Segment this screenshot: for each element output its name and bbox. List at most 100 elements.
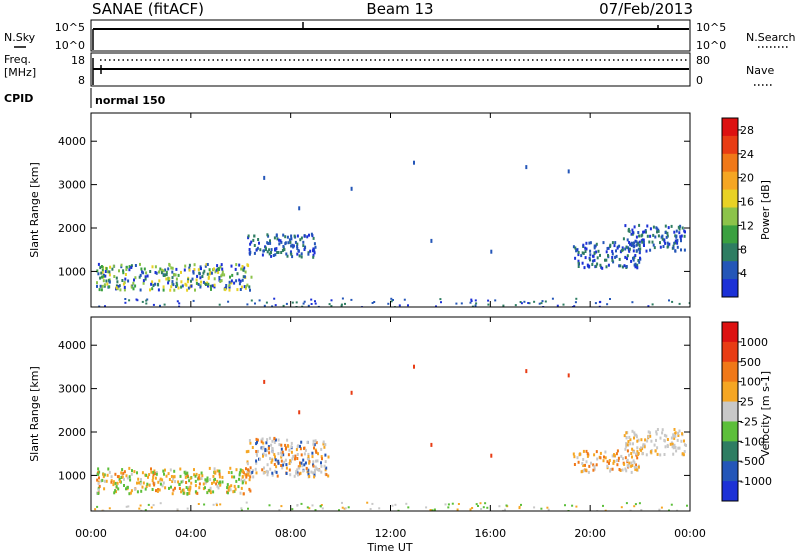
echo-cell <box>625 436 628 439</box>
echo-cell <box>134 276 137 280</box>
echo-cell <box>110 480 113 484</box>
echo-cell <box>584 463 586 467</box>
echo-cell <box>143 267 146 271</box>
echo-cell <box>663 438 666 442</box>
echo-cell <box>199 265 202 269</box>
echo-cell <box>589 253 592 257</box>
echo-cell <box>394 503 397 506</box>
echo-cell <box>230 484 233 488</box>
echo-cell <box>140 267 143 271</box>
echo-cell <box>656 452 659 456</box>
echo-cell <box>456 508 459 511</box>
echo-cell <box>314 245 317 249</box>
echo-cell <box>614 255 617 259</box>
echo-cell <box>397 509 400 511</box>
echo-cell <box>633 255 636 259</box>
echo-cell <box>295 469 298 473</box>
echo-cell <box>274 458 277 462</box>
echo-cell <box>653 443 656 447</box>
echo-cell <box>204 486 206 490</box>
echo-cell <box>686 504 688 507</box>
echo-cell <box>616 246 619 250</box>
echo-cell <box>582 449 585 453</box>
echo-cell <box>611 467 614 471</box>
echo-cell <box>139 288 142 292</box>
echo-cell <box>317 305 320 307</box>
echo-cell <box>218 268 221 271</box>
echo-cell <box>637 247 640 251</box>
echo-cell <box>289 459 292 463</box>
echo-cell <box>121 475 124 479</box>
echo-cell <box>298 254 301 258</box>
echo-cell <box>593 252 596 255</box>
echo-cell <box>626 458 629 462</box>
colorbar-frame <box>721 321 739 502</box>
echo-cell <box>285 302 288 305</box>
echo-cell <box>116 287 119 291</box>
echo-cell <box>290 244 293 248</box>
echo-cell <box>108 270 111 274</box>
colorbar-tick-label: -100 <box>740 435 765 448</box>
echo-cell <box>280 251 283 254</box>
echo-cell <box>626 257 628 261</box>
echo-cell <box>94 508 97 511</box>
colorbar-tick-label: -25 <box>740 415 758 428</box>
echo-cell <box>208 488 211 492</box>
echo-cell <box>194 479 197 483</box>
echo-cell <box>685 443 687 447</box>
echo-cell <box>637 231 640 234</box>
echo-cell <box>142 279 145 283</box>
echo-cell <box>195 472 198 476</box>
echo-cell <box>320 470 323 474</box>
echo-cell <box>218 475 221 479</box>
echo-cell <box>172 273 175 276</box>
echo-cell <box>607 254 609 257</box>
power-colorbar: 4 8 12 16 20 24 28 <box>721 117 754 298</box>
echo-cell <box>236 272 239 276</box>
y-tick-label: 1000 <box>58 469 86 482</box>
echo-cell <box>680 239 682 243</box>
echo-cell <box>586 454 589 458</box>
echo-cell <box>678 429 681 433</box>
echo-cell <box>230 279 233 283</box>
echo-cell <box>630 461 633 465</box>
echo-cell <box>649 227 652 231</box>
echo-cell <box>213 285 216 289</box>
colorbar-segment <box>722 441 738 462</box>
echo-cell <box>310 232 313 236</box>
echo-cell <box>583 266 586 270</box>
echo-cell <box>650 450 652 454</box>
echo-cell <box>173 475 176 479</box>
echo-cell <box>296 252 299 256</box>
echo-cell <box>115 284 118 288</box>
echo-cell <box>282 463 285 467</box>
echo-cell <box>313 473 316 477</box>
echo-cell <box>155 472 158 476</box>
echo-cell <box>172 477 175 481</box>
echo-cell <box>290 252 293 256</box>
echo-cell <box>97 492 100 495</box>
echo-cell <box>282 453 285 457</box>
echo-cell <box>338 509 340 511</box>
echo-cell <box>161 478 164 482</box>
echo-cell <box>104 270 107 273</box>
echo-cell <box>312 236 315 240</box>
echo-cell <box>150 282 153 286</box>
echo-cell <box>280 455 283 459</box>
echo-cell <box>232 490 235 494</box>
echo-cell <box>263 466 265 470</box>
echo-cell <box>218 472 221 476</box>
echo-cell <box>227 488 230 492</box>
echo-cell <box>217 270 220 274</box>
echo-cell <box>580 470 583 474</box>
echo-cell <box>164 268 167 272</box>
echo-cell <box>642 230 645 234</box>
echo-cell <box>324 443 327 447</box>
echo-cell <box>584 246 587 250</box>
echo-cell <box>162 469 165 473</box>
echo-cell <box>275 247 278 251</box>
echo-cell <box>211 481 213 485</box>
echo-cell <box>343 507 346 510</box>
echo-cell <box>240 267 243 271</box>
echo-cell <box>258 241 260 245</box>
